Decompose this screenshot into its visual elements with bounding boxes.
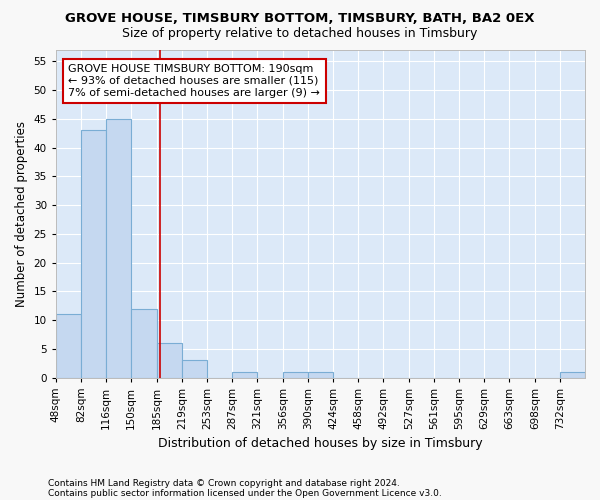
Bar [81,130,106,378]
Bar [283,372,308,378]
Text: GROVE HOUSE, TIMSBURY BOTTOM, TIMSBURY, BATH, BA2 0EX: GROVE HOUSE, TIMSBURY BOTTOM, TIMSBURY, … [65,12,535,26]
Bar [131,308,157,378]
X-axis label: Distribution of detached houses by size in Timsbury: Distribution of detached houses by size … [158,437,483,450]
Bar [182,360,207,378]
Bar [560,372,585,378]
Bar [56,314,81,378]
Text: Size of property relative to detached houses in Timsbury: Size of property relative to detached ho… [122,28,478,40]
Text: Contains HM Land Registry data © Crown copyright and database right 2024.: Contains HM Land Registry data © Crown c… [48,478,400,488]
Bar [308,372,333,378]
Y-axis label: Number of detached properties: Number of detached properties [15,121,28,307]
Bar [157,343,182,378]
Text: GROVE HOUSE TIMSBURY BOTTOM: 190sqm
← 93% of detached houses are smaller (115)
7: GROVE HOUSE TIMSBURY BOTTOM: 190sqm ← 93… [68,64,320,98]
Text: Contains public sector information licensed under the Open Government Licence v3: Contains public sector information licen… [48,488,442,498]
Bar [106,119,131,378]
Bar [232,372,257,378]
